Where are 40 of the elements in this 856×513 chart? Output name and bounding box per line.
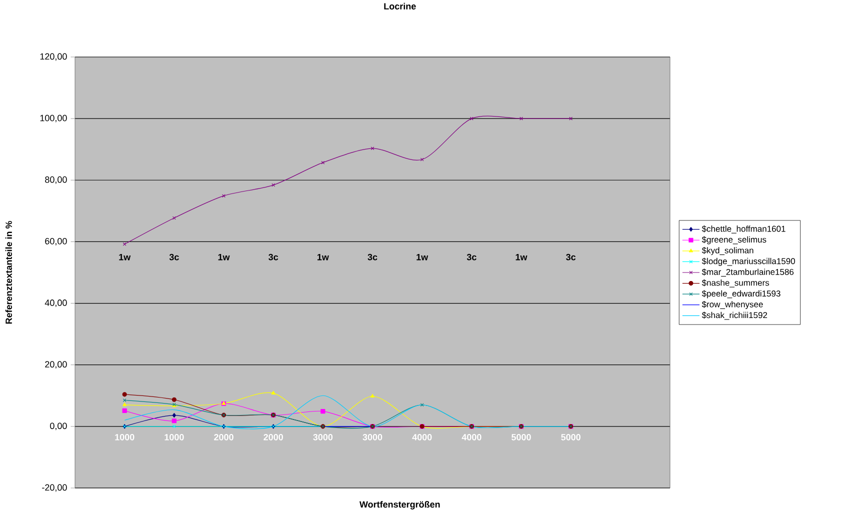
legend-label: $lodge_mariusscilla1590	[702, 258, 795, 266]
annotation: 1w	[119, 254, 131, 260]
legend-label: $peele_edwardi1593	[702, 290, 780, 298]
legend-label: $chettle_hoffman1601	[702, 225, 786, 234]
x-tick-label: 2000	[264, 434, 283, 440]
annotation: 3c	[169, 254, 179, 260]
legend-label: $mar_2tamburlaine1586	[702, 268, 794, 277]
annotation: 1w	[416, 254, 428, 260]
x-tick-label: 4000	[462, 434, 482, 440]
x-axis-title: Wortfenstergrößen	[359, 501, 440, 510]
y-tick-label: 40,00	[44, 300, 67, 307]
legend-label: $shak_richiii1592	[702, 312, 768, 320]
x-tick-label: 5000	[561, 434, 580, 440]
y-tick-label: 100,00	[40, 114, 67, 122]
x-tick-label: 3000	[313, 434, 333, 440]
y-tick-label: 0,00	[50, 422, 67, 430]
annotation: 1w	[218, 254, 230, 260]
annotation: 3c	[368, 254, 378, 260]
legend-label: $nashe_summers	[702, 279, 770, 288]
chart-title: Locrine	[384, 2, 416, 10]
x-tick-label: 2000	[214, 434, 234, 440]
legend-label: $greene_selimus	[702, 236, 766, 244]
y-tick-label: 20,00	[45, 361, 67, 369]
x-tick-label: 1000	[115, 434, 134, 440]
y-tick-label: 120,00	[40, 53, 67, 61]
annotation: 1w	[516, 254, 528, 260]
annotation: 3c	[566, 254, 576, 260]
x-tick-label: 4000	[412, 434, 432, 440]
annotation: 3c	[268, 254, 278, 260]
y-axis-title: Referenztextanteile in %	[5, 220, 12, 324]
y-tick-label: -20,00	[42, 484, 67, 492]
y-tick-label: 80,00	[45, 176, 67, 184]
x-tick-label: 5000	[512, 434, 531, 440]
legend-label: $kyd_soliman	[702, 247, 754, 256]
x-tick-label: 1000	[164, 434, 184, 440]
x-tick-label: 3000	[362, 434, 382, 440]
y-tick-label: 60,00	[45, 238, 67, 246]
annotation: 1w	[317, 254, 329, 260]
legend-label: $row_whenysee	[702, 300, 763, 310]
annotation: 3c	[466, 254, 476, 260]
